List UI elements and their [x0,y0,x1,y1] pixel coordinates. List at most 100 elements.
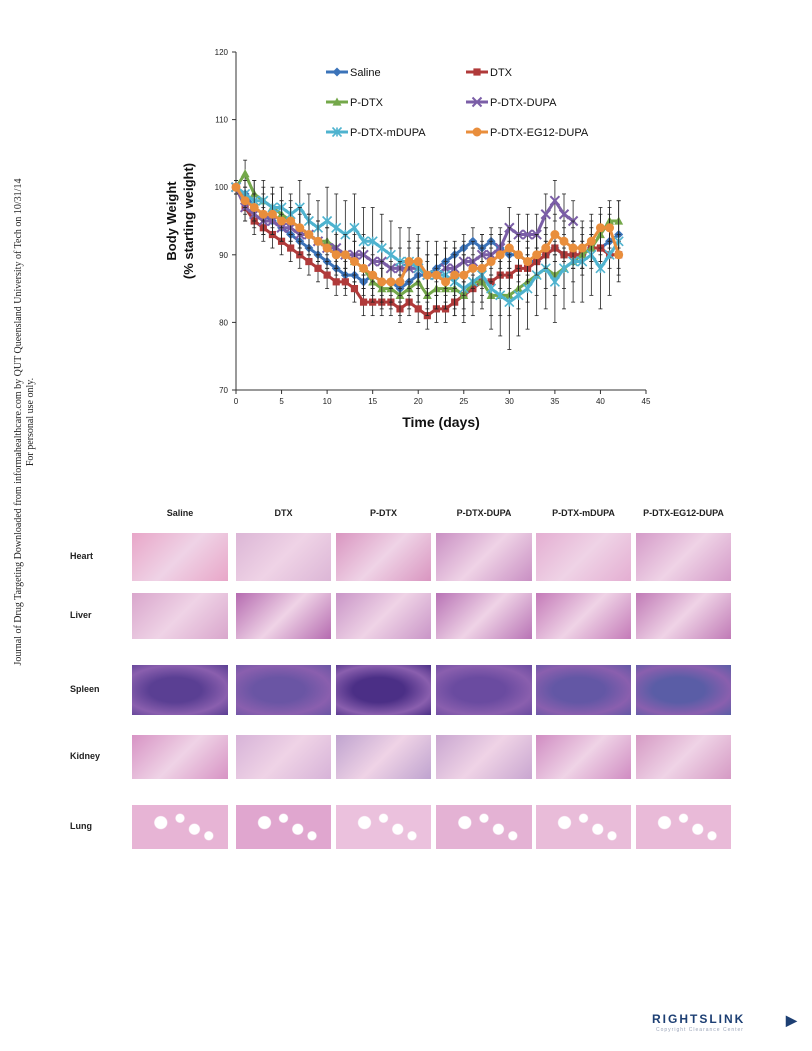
data-point [376,242,387,254]
y-axis-title-line1: Body Weight [164,181,179,261]
histology-row-label: Liver [70,610,92,620]
histology-image-lung [636,805,731,849]
data-point [595,263,606,274]
x-tick-label: 45 [642,397,651,406]
data-point [595,223,605,233]
data-point [385,249,396,260]
data-point [559,236,569,246]
legend-label: P-DTX-DUPA [490,97,557,109]
histology-panel: Saline DTX P-DTX P-DTX-DUPA P-DTX-mDUPA P-DTX… [70,505,750,865]
data-point [377,277,387,287]
histology-image-heart [536,533,631,581]
data-point [614,250,624,260]
x-tick-label: 10 [323,397,332,406]
histology-image-lung [536,805,631,849]
histology-image-heart [132,533,228,581]
data-point [568,243,578,253]
data-point [540,209,551,220]
histology-row-label: Spleen [70,684,100,694]
histology-image-kidney [336,735,431,779]
histology-image-heart [236,533,331,581]
y-tick-label: 110 [215,116,228,125]
x-tick-label: 15 [368,397,377,406]
data-point [258,209,268,219]
data-point [349,257,359,267]
data-point [323,271,331,279]
data-point [472,127,482,137]
histology-image-spleen [336,665,431,715]
data-point [495,250,505,260]
data-point [305,257,313,266]
data-point [513,290,524,301]
x-axis-title: Time (days) [402,414,480,430]
data-point [441,277,451,287]
data-point [468,263,478,273]
x-tick-label: 40 [596,397,605,406]
data-point [240,169,250,178]
legend-label: Saline [350,67,381,79]
data-point [422,270,432,280]
data-point [504,243,514,253]
histology-column-label: P-DTX-DUPA [456,508,512,518]
data-point [314,264,322,272]
play-arrow-icon: ▶ [786,1012,797,1028]
data-point [386,277,396,287]
data-point [477,263,487,273]
data-point [277,216,287,226]
data-point [295,223,305,233]
data-point [350,285,359,293]
data-point [287,244,295,252]
data-point [367,236,378,247]
data-point [577,243,587,253]
data-point [322,215,333,227]
data-point [550,230,560,240]
data-point [504,297,515,308]
data-point [473,68,481,76]
histology-image-kidney [636,735,731,779]
histology-image-liver [436,593,532,639]
data-point [450,270,460,280]
data-point [349,222,360,233]
histology-column-label: Saline [166,508,194,518]
body-weight-chart: 70 80 90 100 110 120 0 5 10 15 20 25 30 35 40 45 Time (d… [164,48,651,430]
data-point [523,257,533,267]
data-point [341,278,349,286]
data-point [240,196,250,206]
histology-image-spleen [536,665,631,715]
data-point [486,257,496,267]
x-tick-label: 30 [505,397,514,406]
histology-image-heart [636,533,731,581]
data-point [332,97,342,106]
data-point [459,270,469,280]
x-tick-label: 0 [234,397,239,406]
legend-label: P-DTX-EG12-DUPA [490,127,589,139]
data-point [495,290,506,301]
data-point [368,270,378,280]
data-point [522,229,533,240]
data-point [404,257,414,267]
y-tick-label: 100 [215,183,229,192]
histology-image-liver [536,593,631,639]
histology-image-heart [436,533,532,581]
data-point [431,270,441,280]
data-point [549,276,560,287]
histology-image-liver [336,593,431,639]
data-point [359,263,369,273]
x-tick-label: 35 [550,397,559,406]
x-tick-label: 5 [279,397,284,406]
data-point [395,277,405,287]
histology-image-spleen [132,665,228,715]
data-point [340,250,350,260]
histology-row-label: Lung [70,821,92,831]
histology-image-heart [336,533,431,581]
data-point [413,257,423,267]
data-point [322,243,332,253]
y-tick-label: 80 [219,318,228,327]
rightslink-subtext: Copyright Clearance Center [656,1027,744,1033]
data-point [522,283,533,294]
rightslink-logo[interactable]: RIGHTSLINK Copyright Clearance Center ▶ [652,1012,802,1034]
y-axis-title-line2: (% starting weight) [181,163,196,279]
data-point [331,126,343,138]
legend-label: P-DTX-mDUPA [350,127,426,139]
data-point [586,236,596,246]
